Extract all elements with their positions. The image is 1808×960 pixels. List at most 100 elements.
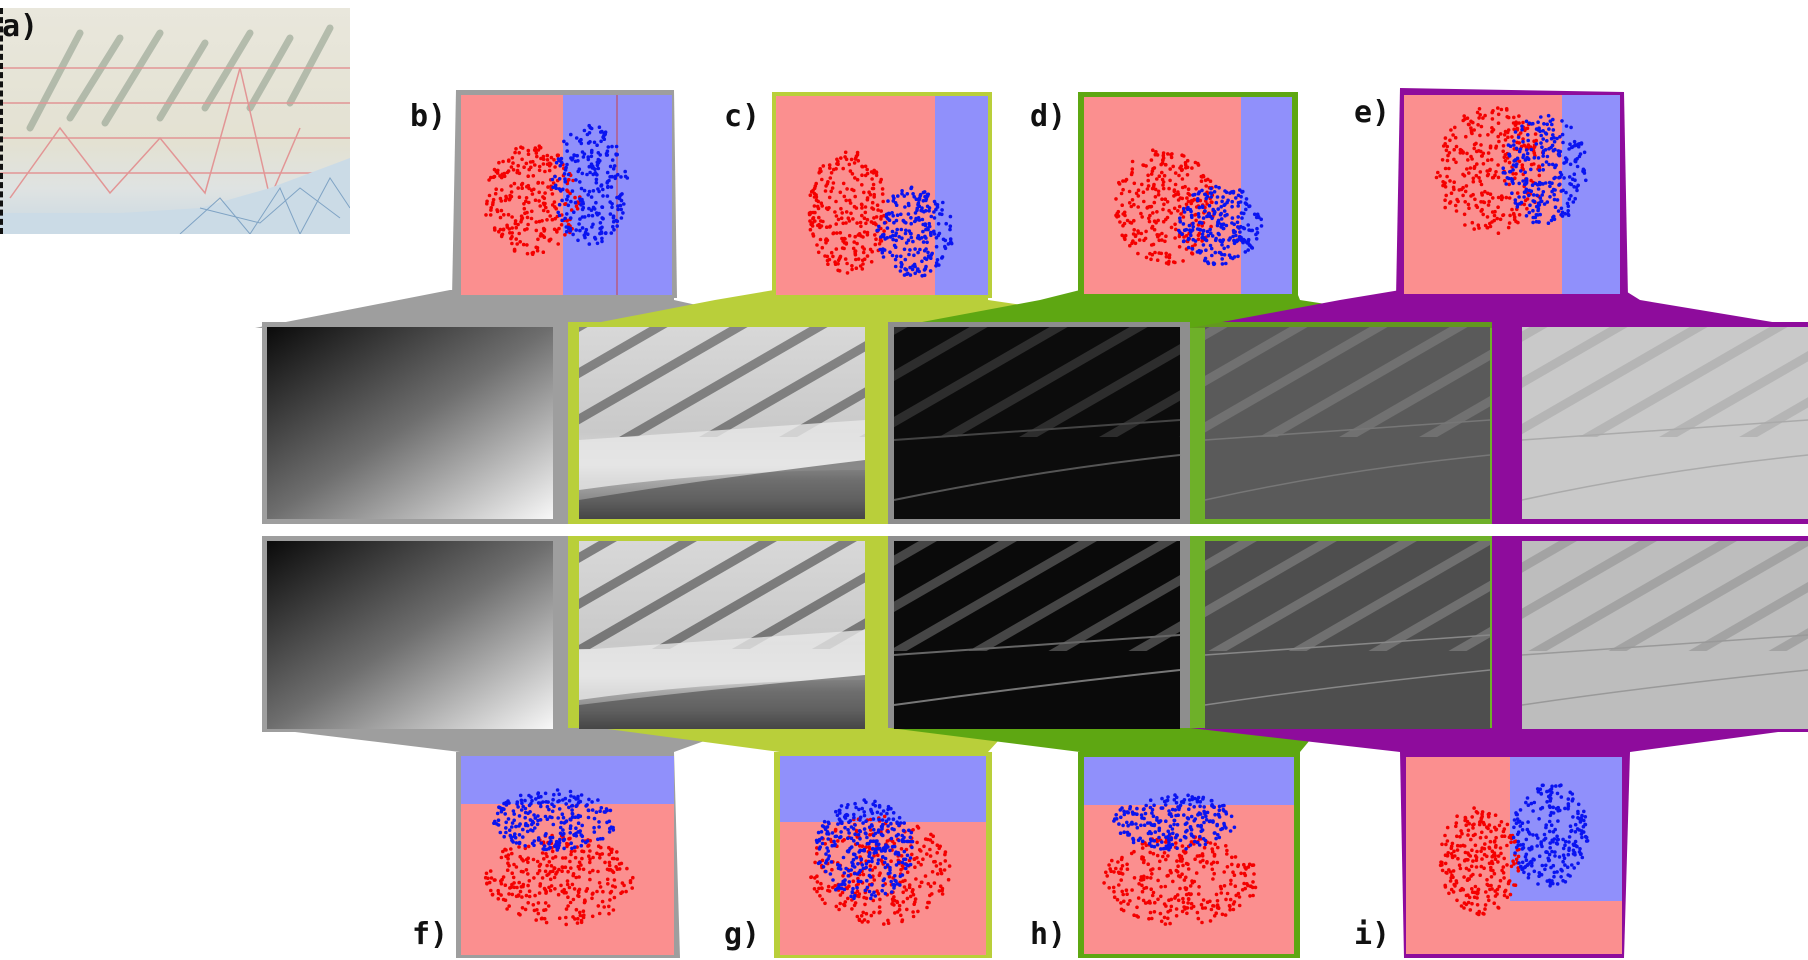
scatter-point <box>1471 859 1475 863</box>
scatter-point <box>1499 851 1503 856</box>
scatter-point <box>601 216 605 221</box>
scatter-point <box>1498 132 1503 136</box>
scatter-point <box>891 811 896 815</box>
scatter-point <box>877 803 882 808</box>
scatter-point <box>1479 182 1484 187</box>
scatter-point <box>1475 811 1480 815</box>
scatter-point <box>891 817 896 821</box>
scatter-point <box>878 180 883 184</box>
scatter-point <box>514 225 518 230</box>
scatter-point <box>1161 846 1166 851</box>
scatter-point <box>1172 798 1177 802</box>
scatter-point <box>1568 162 1573 167</box>
scatter-point <box>863 902 867 907</box>
scatter-point <box>513 221 518 226</box>
scatter-point <box>620 192 624 196</box>
scatter-point <box>492 174 497 179</box>
scatter-point <box>606 882 610 886</box>
scatter-point <box>1138 836 1142 841</box>
scatter-point <box>1237 226 1241 230</box>
scatter-point <box>566 194 570 199</box>
scatter-point <box>852 839 856 843</box>
scatter-point <box>1477 909 1481 914</box>
scatter-point <box>1146 178 1150 183</box>
scatter-point <box>855 889 860 894</box>
scatter-point <box>1448 879 1453 883</box>
scatter-point <box>841 181 846 186</box>
scatter-point <box>1559 213 1563 217</box>
scatter-point <box>625 866 629 871</box>
scatter-point <box>1179 212 1183 216</box>
scatter-point <box>1520 163 1525 167</box>
scatter-point <box>520 906 525 910</box>
scatter-point <box>591 222 595 227</box>
scatter-point <box>1551 805 1555 810</box>
label-c: c) <box>724 99 761 134</box>
scatter-point <box>565 149 569 153</box>
scatter-point <box>907 252 911 257</box>
scatter-point <box>1250 228 1255 233</box>
scatter-point <box>911 914 916 919</box>
scatter-point <box>1453 125 1457 130</box>
scatter-point <box>1508 213 1512 218</box>
scatter-point <box>1468 166 1473 170</box>
scatter-point <box>831 231 836 235</box>
scatter-point <box>588 838 592 843</box>
scatter-point <box>853 901 858 905</box>
scatter-point <box>1189 832 1194 836</box>
scatter-point <box>877 224 881 229</box>
scatter-point <box>521 804 525 809</box>
scatter-point <box>563 179 568 184</box>
scatter-point <box>890 253 895 258</box>
scatter-point <box>576 794 580 799</box>
scatter-point <box>1453 135 1458 140</box>
scatter-point <box>1478 873 1482 877</box>
scatter-point <box>1162 173 1167 178</box>
scatter-point <box>545 863 549 868</box>
scatter-point <box>847 233 852 238</box>
scatter-point <box>922 268 927 272</box>
scatter-point <box>1107 886 1111 890</box>
scatter-point <box>1567 835 1572 839</box>
scatter-point <box>1475 896 1479 900</box>
scatter-point <box>853 176 857 180</box>
scatter-point <box>1486 133 1490 137</box>
scatter-point <box>1228 907 1232 912</box>
scatter-point <box>813 210 817 215</box>
scatter-point <box>508 886 512 890</box>
scatter-point <box>1222 253 1227 257</box>
scatter-point <box>886 824 890 828</box>
scatter-point <box>854 805 858 810</box>
scatter-point <box>1157 866 1162 871</box>
scatter-point <box>902 247 907 252</box>
scatter-point <box>1155 258 1160 263</box>
scatter-point <box>895 910 900 914</box>
scatter-point <box>1471 176 1476 181</box>
scatter-point <box>849 157 854 162</box>
scatter-point <box>819 886 824 890</box>
scatter-point <box>889 836 894 841</box>
scatter-point <box>575 207 580 211</box>
scatter-point <box>1244 197 1249 201</box>
scatter-point <box>519 145 523 149</box>
scatter-point <box>865 835 869 840</box>
scatter-point <box>537 219 542 224</box>
scatter-point <box>946 242 951 246</box>
scatter-point <box>1224 261 1228 266</box>
scatter-point <box>610 144 614 149</box>
scatter-point <box>1222 870 1226 874</box>
scatter-point <box>865 885 870 890</box>
scatter-point <box>1203 237 1207 242</box>
scatter-point <box>1467 206 1471 210</box>
scatter-point <box>587 131 592 135</box>
scatter-point <box>870 811 875 816</box>
scatter-point <box>1548 195 1552 199</box>
scatter-point <box>587 189 592 194</box>
scatter-point <box>504 800 508 805</box>
scatter-point <box>1156 192 1161 197</box>
scatter-point <box>1575 844 1579 849</box>
scatter-point <box>1502 856 1506 861</box>
scatter-point <box>856 862 860 866</box>
scatter-point <box>1507 880 1511 884</box>
scatter-point <box>519 869 524 874</box>
